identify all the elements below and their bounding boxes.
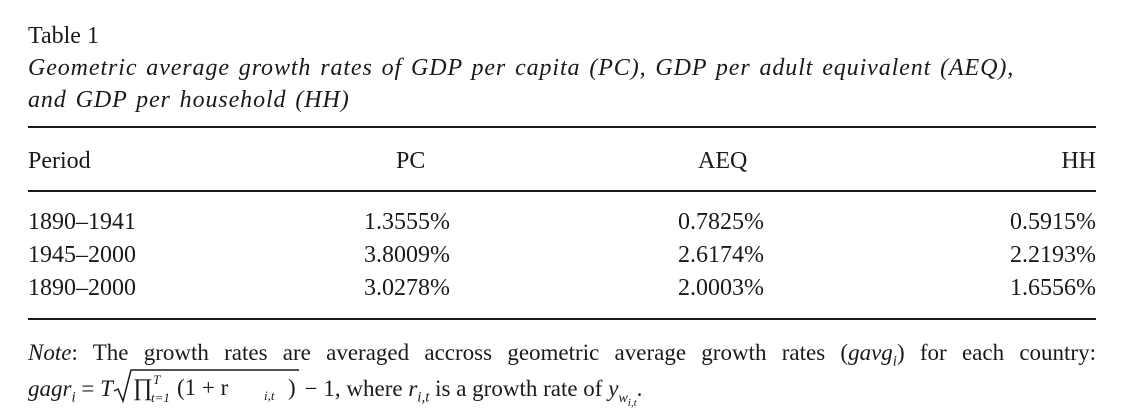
- cell-hh: 0.5915%: [1010, 209, 1096, 235]
- note-label: Note: [28, 340, 72, 365]
- header-period: Period: [28, 148, 91, 174]
- formula-y-sub: w: [618, 390, 628, 406]
- formula-is-rate: is a growth rate of: [429, 376, 609, 401]
- formula-r-sub: i,t: [417, 389, 430, 406]
- table-row: 1890–2000 3.0278% 2.0003% 1.6556%: [28, 273, 1096, 303]
- formula-minus-one: − 1, where: [298, 376, 409, 401]
- header-row: Period PC AEQ HH: [28, 146, 1096, 176]
- note-gavg-sub: i: [892, 353, 897, 370]
- cell-period: 1890–1941: [28, 209, 136, 235]
- formula-end: .: [636, 376, 643, 401]
- product-lower: t=1: [151, 390, 170, 405]
- formula-gagr: gagr: [28, 376, 72, 401]
- cell-aeq: 2.6174%: [678, 242, 764, 268]
- cell-aeq: 2.0003%: [678, 275, 764, 301]
- note-gavg: gavg: [848, 340, 893, 365]
- table-caption-line1: Geometric average growth rates of GDP pe…: [28, 55, 1015, 81]
- cell-hh: 2.2193%: [1010, 242, 1096, 268]
- formula-eq: =: [75, 376, 101, 401]
- bottom-rule: [28, 318, 1096, 320]
- cell-pc: 3.8009%: [364, 242, 450, 268]
- product-close: ): [288, 375, 296, 400]
- header-aeq: AEQ: [698, 148, 748, 174]
- table-caption-line2: and GDP per household (HH): [28, 87, 350, 113]
- cell-period: 1945–2000: [28, 242, 136, 268]
- product-symbol: ∏: [133, 375, 153, 401]
- header-hh: HH: [1061, 148, 1096, 174]
- formula-T: T: [100, 376, 113, 401]
- formula-y-subsub: i,t: [627, 396, 637, 409]
- radical-product-formula: ∏ T t=1 (1 + r i,t ): [113, 368, 299, 405]
- radical-sign: [113, 368, 299, 404]
- cell-hh: 1.6556%: [1010, 275, 1096, 301]
- table-row: 1945–2000 3.8009% 2.6174% 2.2193%: [28, 240, 1096, 270]
- note-text1: : The growth rates are averaged accross …: [71, 340, 849, 365]
- header-rule: [28, 190, 1096, 192]
- product-upper: T: [153, 372, 161, 387]
- product-body: (1 + r: [177, 375, 229, 400]
- table-row: 1890–1941 1.3555% 0.7825% 0.5915%: [28, 207, 1096, 237]
- note-text2: ) for each country:: [896, 340, 1096, 365]
- table-container: Table 1 Geometric average growth rates o…: [28, 20, 1096, 408]
- cell-period: 1890–2000: [28, 275, 136, 301]
- cell-pc: 1.3555%: [364, 209, 450, 235]
- table-note-formula: gagri = T ∏ T t=1 (1 + r i,t ) − 1, wher…: [28, 368, 1096, 420]
- table-label: Table 1: [28, 23, 99, 49]
- product-r-sub: i,t: [264, 388, 275, 403]
- table-note-line1: Note: The growth rates are averaged accr…: [28, 335, 1096, 380]
- formula-gagr-sub: i: [71, 389, 76, 406]
- top-rule: [28, 126, 1096, 128]
- cell-pc: 3.0278%: [364, 275, 450, 301]
- formula-y: y: [608, 376, 619, 401]
- formula-r: r: [408, 376, 418, 401]
- header-pc: PC: [396, 148, 426, 174]
- cell-aeq: 0.7825%: [678, 209, 764, 235]
